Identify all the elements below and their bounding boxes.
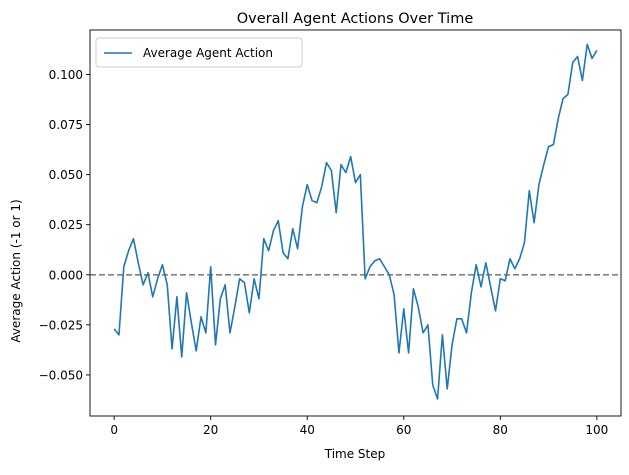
x-tick-label: 20 <box>203 423 218 437</box>
y-tick-label: 0.000 <box>49 268 83 282</box>
y-axis-label: Average Action (-1 or 1) <box>9 199 23 342</box>
legend-box <box>95 37 303 68</box>
chart-title: Overall Agent Actions Over Time <box>237 11 474 27</box>
legend-label-average-agent-action: Average Agent Action <box>143 46 273 60</box>
x-tick-label: 60 <box>396 423 411 437</box>
plot-area: 0 20 40 60 80 100 −0.050 −0.025 0.000 0.025 0.050 0… <box>39 29 622 437</box>
x-tick-label: 80 <box>493 423 508 437</box>
axes-frame <box>89 29 622 417</box>
legend: Average Agent Action <box>95 37 303 68</box>
x-tick-label: 100 <box>585 423 608 437</box>
y-tick-label: −0.050 <box>39 368 83 382</box>
y-tick-label: 0.050 <box>49 168 83 182</box>
x-tick-label: 0 <box>110 423 118 437</box>
series-line-0 <box>113 43 598 400</box>
y-tick-label: 0.075 <box>49 118 83 132</box>
x-tick-label: 40 <box>300 423 315 437</box>
x-axis-label: Time Step <box>324 447 386 461</box>
y-tick-label: −0.025 <box>39 318 83 332</box>
y-tick-label: 0.100 <box>49 68 83 82</box>
y-tick-label: 0.025 <box>49 218 83 232</box>
